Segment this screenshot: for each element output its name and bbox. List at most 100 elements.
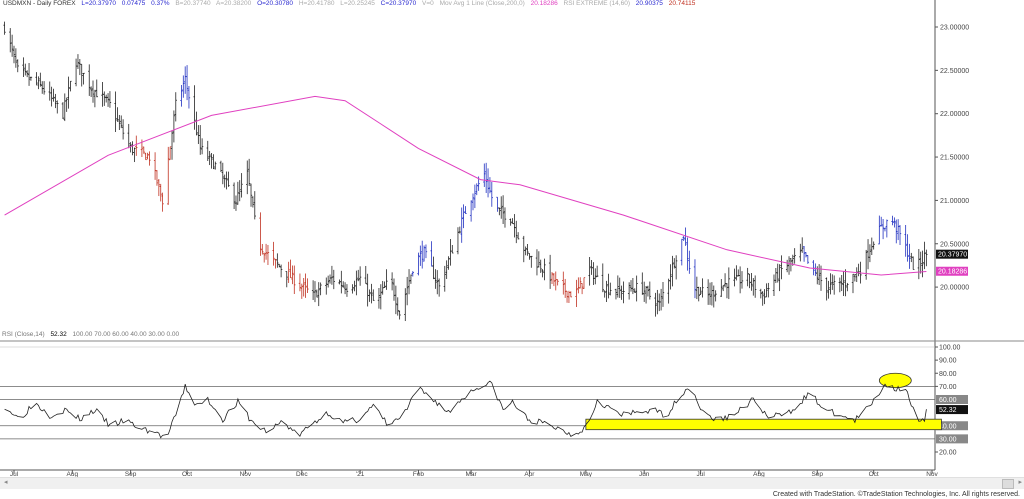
ohlc-bar bbox=[69, 80, 72, 92]
ohlc-bar bbox=[289, 259, 292, 279]
scroll-left-icon[interactable]: ◂ bbox=[4, 479, 8, 486]
ohlc-bar bbox=[82, 72, 85, 85]
ohlc-bar bbox=[383, 281, 386, 288]
ohlc-bar bbox=[799, 243, 802, 262]
ohlc-bar bbox=[232, 182, 236, 210]
ohlc-bar bbox=[693, 259, 697, 299]
ohlc-bar bbox=[483, 163, 486, 187]
ohlc-bar bbox=[161, 192, 164, 212]
ohlc-bar bbox=[172, 110, 176, 143]
ohlc-bar bbox=[646, 285, 650, 297]
ohlc-bar bbox=[214, 161, 217, 170]
ohlc-bar bbox=[614, 288, 618, 300]
ohlc-bar bbox=[498, 207, 501, 216]
ohlc-bar bbox=[116, 107, 119, 122]
ohlc-bar bbox=[590, 260, 593, 275]
ohlc-bar bbox=[276, 253, 279, 268]
rsi-line bbox=[4, 380, 927, 439]
time-tick-label: May bbox=[580, 471, 593, 478]
ohlc-bar bbox=[155, 170, 159, 186]
ohlc-bar bbox=[673, 258, 676, 269]
horizontal-scrollbar[interactable]: ◂ ▸ bbox=[0, 477, 1024, 489]
ohlc-bar bbox=[390, 272, 394, 291]
ohlc-bar bbox=[503, 207, 507, 228]
price-tick-label: 22.50000 bbox=[940, 68, 969, 75]
ohlc-bar bbox=[562, 271, 565, 295]
ohlc-bar bbox=[669, 264, 672, 290]
ohlc-bar bbox=[840, 274, 843, 292]
rsi-value-box bbox=[936, 405, 968, 415]
ohlc-bar bbox=[421, 240, 424, 269]
time-tick-label: Aug bbox=[753, 471, 765, 478]
ohlc-bar bbox=[48, 81, 51, 101]
ohlc-bar bbox=[135, 135, 138, 156]
ohlc-bar bbox=[539, 259, 542, 273]
ohlc-bar bbox=[699, 287, 702, 295]
scroll-right-icon[interactable]: ▸ bbox=[1018, 479, 1022, 486]
ohlc-bar bbox=[120, 115, 123, 129]
ohlc-bar bbox=[627, 282, 631, 300]
ohlc-bar bbox=[61, 102, 65, 120]
ohlc-bar bbox=[866, 239, 870, 270]
moving-average-200-line bbox=[4, 95, 927, 276]
ohlc-bar bbox=[407, 269, 411, 295]
scroll-thumb[interactable] bbox=[1002, 479, 1014, 489]
ohlc-bar bbox=[39, 72, 42, 87]
ohlc-bar bbox=[537, 251, 541, 268]
price-chart[interactable]: 23.00000 22.50000 22.00000 21.50000 21.00000… bbox=[0, 0, 1024, 478]
ohlc-bar bbox=[906, 234, 909, 262]
ohlc-bar bbox=[317, 282, 320, 307]
ohlc-bar bbox=[221, 162, 225, 185]
ohlc-bar bbox=[609, 282, 612, 296]
price-tick-label: 22.00000 bbox=[940, 111, 969, 118]
ohlc-bar bbox=[565, 290, 569, 303]
ohlc-bar bbox=[832, 275, 836, 295]
ohlc-bar bbox=[298, 273, 302, 292]
ohlc-bar bbox=[313, 281, 317, 303]
ohlc-bar bbox=[236, 181, 240, 205]
time-tick-label: Jul bbox=[10, 471, 19, 478]
ohlc-bar bbox=[14, 48, 18, 68]
ohlc-bar bbox=[319, 282, 322, 296]
low: L=20.25245 bbox=[340, 0, 375, 7]
ohlc-bar bbox=[168, 146, 172, 161]
ohlc-bar bbox=[603, 290, 606, 298]
ohlc-bar bbox=[911, 256, 915, 270]
ohlc-bar bbox=[364, 265, 367, 284]
ohlc-bar bbox=[370, 283, 373, 304]
ohlc-bar bbox=[358, 266, 362, 286]
rsi-header: RSI (Close,14) 52.32 100.00 70.00 60.00 … bbox=[2, 331, 183, 338]
ohlc-bar bbox=[816, 266, 819, 285]
ohlc-bar bbox=[106, 93, 110, 107]
ohlc-bar bbox=[776, 263, 779, 283]
ohlc-bar bbox=[411, 271, 415, 277]
ohlc-bar bbox=[917, 249, 921, 280]
ohlc-bar bbox=[550, 272, 554, 284]
ohlc-bar bbox=[575, 279, 578, 308]
ohlc-bar bbox=[759, 288, 763, 299]
ohlc-bars bbox=[3, 21, 928, 322]
ohlc-bar bbox=[671, 255, 674, 287]
time-tick-label: Aug bbox=[67, 471, 79, 478]
rsi-tick-label: 60.00 bbox=[939, 397, 957, 404]
rsi-tick-label: 30.00 bbox=[939, 436, 957, 443]
ohlc-bar bbox=[325, 277, 328, 295]
ohlc-bar bbox=[76, 54, 80, 70]
ohlc-bar bbox=[793, 248, 796, 264]
rsi-value-box bbox=[936, 434, 968, 444]
time-tick-label: Sep bbox=[125, 471, 137, 478]
ohlc-bar bbox=[891, 215, 894, 226]
price-tick-label: 20.00000 bbox=[940, 285, 969, 292]
ohlc-bar bbox=[424, 244, 428, 259]
ma-label: Mov Avg 1 Line (Close,200,0) bbox=[439, 0, 525, 7]
ohlc-bar bbox=[193, 85, 196, 130]
ohlc-bar bbox=[844, 269, 847, 297]
ohlc-bar bbox=[515, 220, 518, 244]
ohlc-bar bbox=[522, 235, 525, 263]
ohlc-bar bbox=[304, 273, 307, 298]
ohlc-bar bbox=[825, 277, 828, 301]
change: 0.07475 bbox=[121, 0, 146, 7]
ohlc-bar bbox=[153, 152, 157, 180]
ohlc-bar bbox=[67, 76, 70, 109]
ohlc-bar bbox=[264, 243, 268, 260]
